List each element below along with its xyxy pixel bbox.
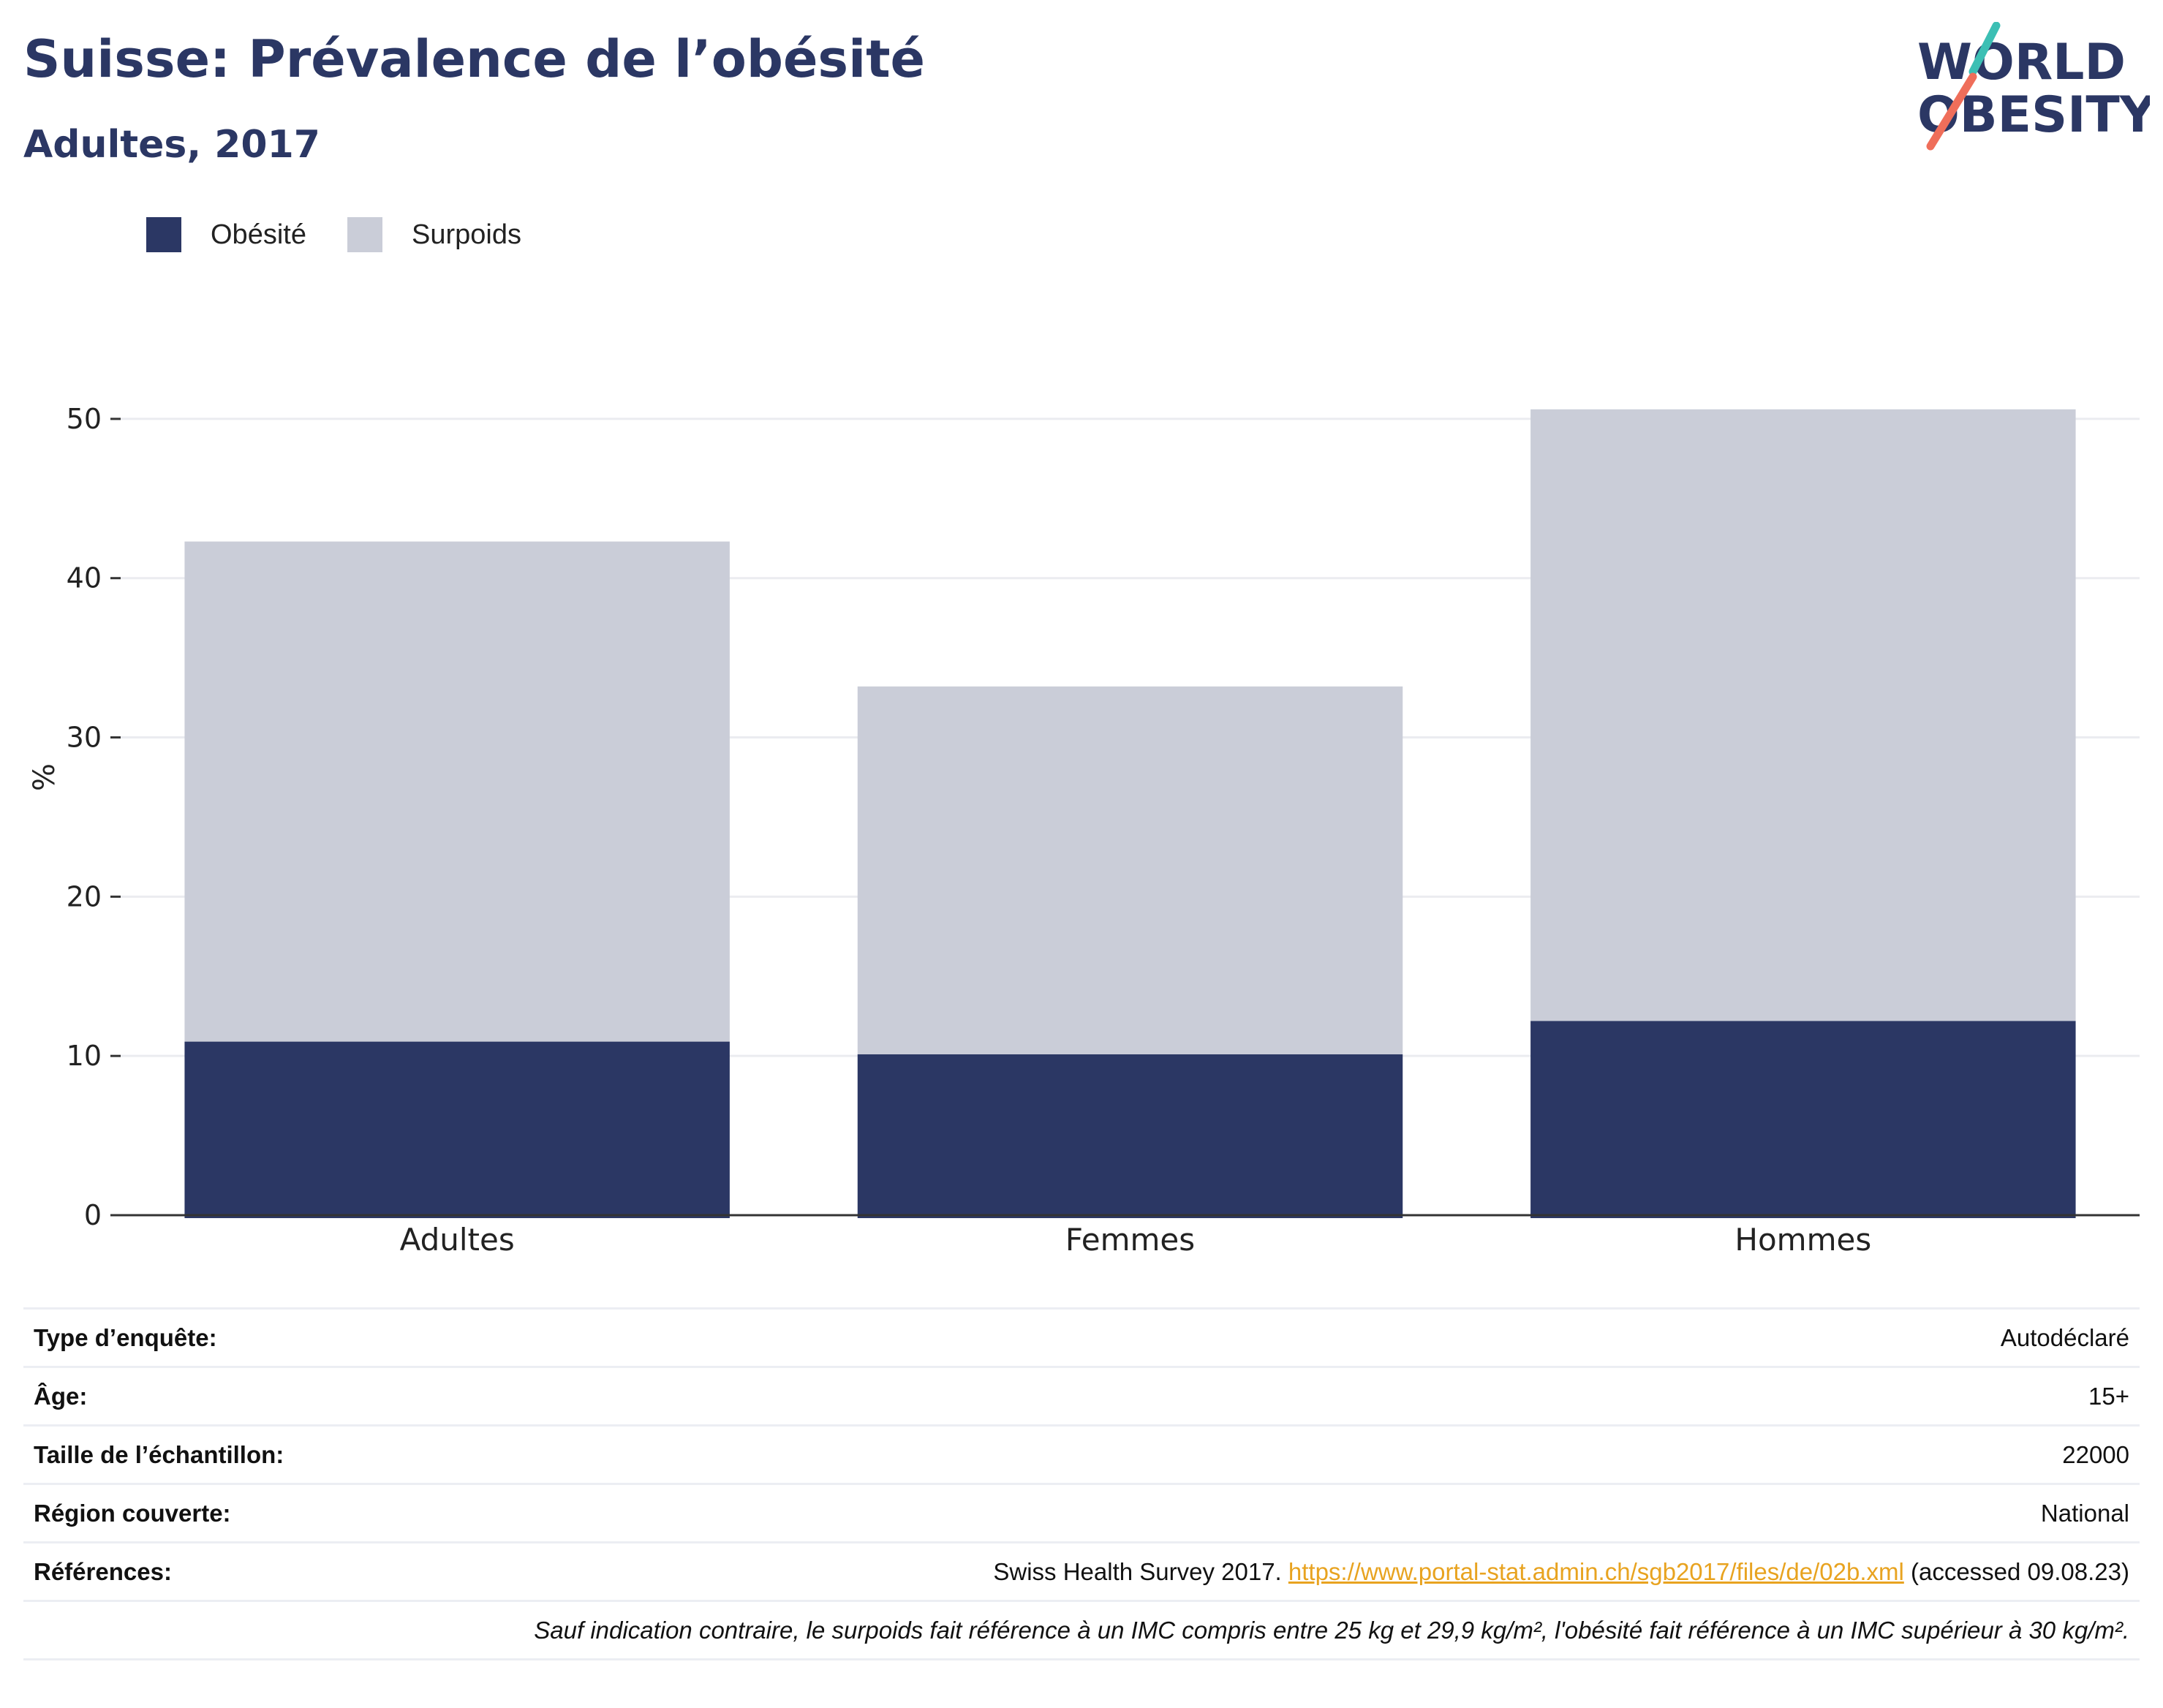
y-tick-label: 20	[67, 880, 102, 912]
x-tick-label: Adultes	[400, 1222, 515, 1258]
info-row-age: Âge: 15+	[23, 1366, 2140, 1426]
legend-swatch-overweight	[347, 217, 382, 252]
logo-line2: OBESITY	[1917, 86, 2150, 144]
y-tick-label: 0	[84, 1199, 102, 1231]
definition-note: Sauf indication contraire, le surpoids f…	[23, 1600, 2140, 1660]
world-obesity-logo: WORLD OBESITY	[1917, 22, 2150, 151]
info-value: Swiss Health Survey 2017. https://www.po…	[424, 1541, 2140, 1601]
stacked-bar-chart: 0 10 20 30 40 50% Adultes Femmes Hommes	[28, 403, 2140, 1258]
y-tick-label: 50	[67, 403, 102, 435]
info-label: Taille de l’échantillon:	[23, 1424, 425, 1484]
axes: 0 10 20 30 40 50% Adultes Femmes Hommes	[28, 403, 2140, 1258]
legend-swatch-obesity	[146, 217, 181, 252]
info-label: Type d’enquête:	[23, 1307, 425, 1367]
chart-subtitle: Adultes, 2017	[23, 123, 320, 167]
x-tick-label: Hommes	[1734, 1222, 1871, 1258]
chart-title: Suisse: Prévalence de l’obésité	[23, 29, 926, 89]
legend-item-overweight[interactable]: Surpoids	[347, 217, 521, 252]
info-value: 15+	[424, 1366, 2140, 1426]
info-value: Autodéclaré	[424, 1307, 2140, 1367]
reference-text: Swiss Health Survey 2017.	[993, 1557, 1282, 1585]
info-label: Références:	[23, 1541, 425, 1601]
info-value: 22000	[424, 1424, 2140, 1484]
y-tick-label: 10	[67, 1040, 102, 1072]
y-axis-label: %	[28, 763, 61, 791]
reference-accessed: (accessed 09.08.23)	[1910, 1557, 2129, 1585]
reference-link[interactable]: https://www.portal-stat.admin.ch/sgb2017…	[1288, 1557, 1904, 1585]
bar-overweight-hommes[interactable]	[1530, 409, 2076, 1021]
info-label: Région couverte:	[23, 1483, 425, 1543]
bars	[184, 409, 2076, 1218]
info-label: Âge:	[23, 1366, 425, 1426]
info-row-survey-type: Type d’enquête: Autodéclaré	[23, 1307, 2140, 1367]
bar-overweight-adultes[interactable]	[184, 541, 730, 1042]
logo-slash-coral	[1926, 72, 1977, 151]
info-row-sample-size: Taille de l’échantillon: 22000	[23, 1424, 2140, 1484]
survey-info-table: Type d’enquête: Autodéclaré Âge: 15+ Tai…	[23, 1307, 2140, 1660]
info-value: National	[424, 1483, 2140, 1543]
bar-obesity-femmes[interactable]	[857, 1054, 1403, 1218]
bar-obesity-adultes[interactable]	[184, 1041, 730, 1218]
info-row-note: Sauf indication contraire, le surpoids f…	[23, 1600, 2140, 1660]
y-tick-label: 30	[67, 722, 102, 754]
y-tick-label: 40	[67, 562, 102, 594]
x-tick-label: Femmes	[1065, 1222, 1195, 1258]
info-row-references: Références: Swiss Health Survey 2017. ht…	[23, 1541, 2140, 1601]
info-row-region: Région couverte: National	[23, 1483, 2140, 1543]
chart-legend: Obésité Surpoids	[146, 217, 562, 252]
legend-label-overweight: Surpoids	[411, 219, 521, 250]
legend-label-obesity: Obésité	[211, 219, 306, 250]
bar-overweight-femmes[interactable]	[857, 686, 1403, 1055]
logo-slash-teal	[1968, 22, 2001, 76]
bar-obesity-hommes[interactable]	[1530, 1021, 2076, 1218]
legend-item-obesity[interactable]: Obésité	[146, 217, 306, 252]
logo-line1: WORLD	[1917, 34, 2126, 91]
